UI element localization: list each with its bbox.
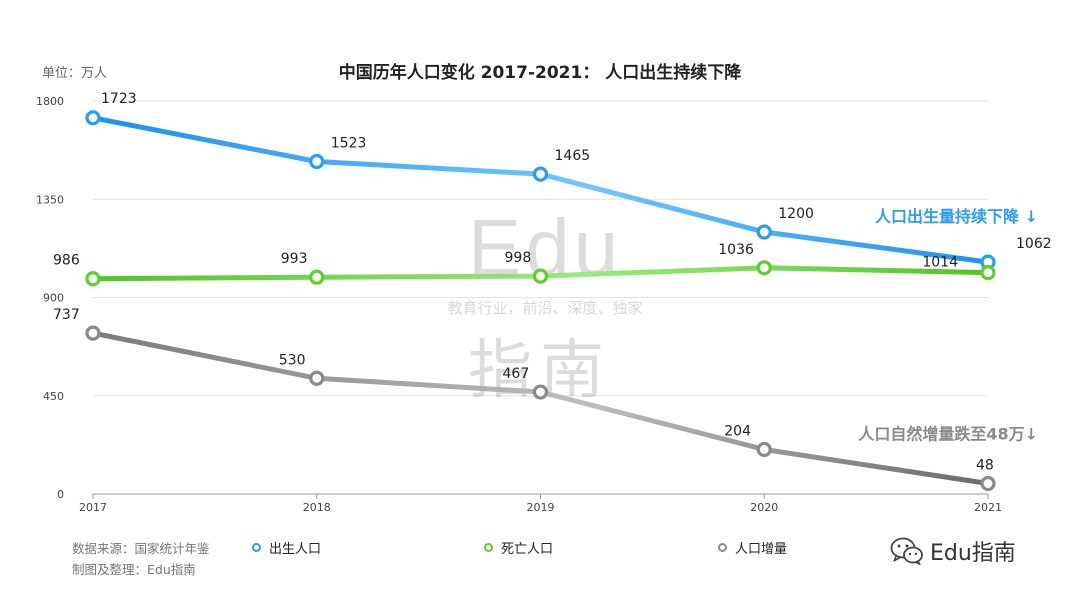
data-point-growth bbox=[532, 384, 549, 400]
legend-label: 死亡人口 bbox=[501, 542, 554, 557]
data-label-births: 1523 bbox=[331, 135, 367, 151]
x-tick-label: 2019 bbox=[527, 501, 555, 514]
wechat-icon bbox=[890, 537, 923, 565]
y-tick-label: 1350 bbox=[36, 193, 64, 206]
source-note: 数据来源：国家统计年鉴 制图及整理：Edu指南 bbox=[72, 538, 210, 580]
brand-name: Edu指南 bbox=[930, 541, 1016, 566]
data-point-births bbox=[756, 224, 772, 240]
author-line: 制图及整理：Edu指南 bbox=[72, 562, 196, 577]
data-point-births bbox=[85, 110, 101, 126]
legend-marker-icon bbox=[484, 543, 493, 552]
x-tick-label: 2020 bbox=[750, 501, 778, 514]
data-point-growth bbox=[309, 370, 325, 386]
source-line: 数据来源：国家统计年鉴 bbox=[72, 541, 210, 556]
y-tick-label: 0 bbox=[57, 488, 64, 501]
data-point-growth bbox=[85, 325, 101, 341]
data-point-deaths bbox=[309, 269, 325, 285]
data-label-deaths: 986 bbox=[53, 253, 80, 269]
data-labels: 1723 1523 1465 1200 1062 986 993 998 1036 1014 737… bbox=[53, 91, 1052, 474]
unit-label: 单位：万人 bbox=[42, 66, 108, 81]
data-label-births: 1200 bbox=[778, 206, 814, 222]
data-label-deaths: 993 bbox=[281, 251, 308, 267]
data-label-growth: 204 bbox=[724, 423, 751, 439]
data-point-births bbox=[309, 153, 325, 170]
annotation-births: 人口出生量持续下降 ↓ bbox=[875, 207, 1038, 226]
data-label-growth: 467 bbox=[503, 366, 530, 382]
legend-marker-icon bbox=[252, 543, 261, 552]
data-point-growth bbox=[980, 475, 996, 492]
grid-lines bbox=[93, 100, 988, 495]
data-point-deaths bbox=[532, 268, 549, 284]
data-label-deaths: 998 bbox=[505, 250, 532, 266]
data-point-births bbox=[532, 166, 549, 182]
data-point-deaths bbox=[85, 271, 101, 287]
x-tick-label: 2018 bbox=[303, 501, 331, 514]
legend-marker-icon bbox=[718, 543, 727, 552]
y-tick-label: 1800 bbox=[36, 95, 64, 108]
x-tick-label: 2021 bbox=[974, 501, 1002, 514]
data-label-growth: 530 bbox=[279, 352, 306, 368]
x-tick-label: 2017 bbox=[79, 501, 107, 514]
data-label-growth: 48 bbox=[976, 458, 994, 474]
data-point-growth bbox=[756, 441, 772, 458]
data-label-births: 1723 bbox=[101, 91, 137, 107]
legend-label: 出生人口 bbox=[269, 542, 322, 557]
y-tick-label: 450 bbox=[43, 390, 64, 403]
axes: 0 450 900 1350 1800 2017 2018 2019 2020 2021 bbox=[36, 95, 1002, 514]
data-label-deaths: 1036 bbox=[718, 242, 754, 258]
data-point-deaths bbox=[756, 260, 772, 276]
data-point-deaths bbox=[980, 265, 996, 281]
data-label-births: 1062 bbox=[1016, 236, 1052, 252]
legend-deaths[interactable]: 死亡人口 bbox=[484, 538, 553, 557]
annotation-growth: 人口自然增量跌至48万↓ bbox=[858, 425, 1038, 444]
data-label-births: 1465 bbox=[555, 148, 591, 164]
data-label-deaths: 1014 bbox=[922, 255, 958, 271]
watermark-slogan: 教育行业，前沿、深度、独家 bbox=[447, 299, 642, 317]
series bbox=[85, 110, 996, 492]
watermark: Edu 教育行业，前沿、深度、独家 指南 bbox=[447, 203, 642, 408]
legend-label: 人口增量 bbox=[735, 542, 788, 557]
chart-title: 中国历年人口变化 2017-2021： 人口出生持续下降 bbox=[338, 63, 742, 83]
legend-growth[interactable]: 人口增量 bbox=[718, 538, 787, 557]
brand-logo: Edu指南 bbox=[890, 535, 1016, 567]
legend-births[interactable]: 出生人口 bbox=[252, 538, 321, 557]
annotations: 人口出生量持续下降 ↓ 人口自然增量跌至48万↓ bbox=[858, 207, 1038, 443]
data-label-growth: 737 bbox=[53, 307, 80, 323]
y-tick-label: 900 bbox=[43, 292, 64, 305]
